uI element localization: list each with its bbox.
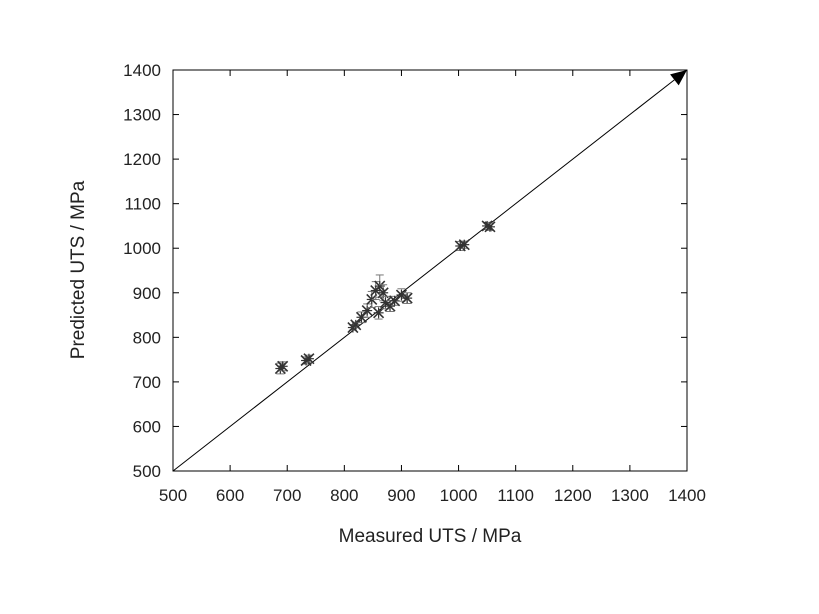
data-point — [458, 239, 470, 251]
x-tick-label: 1200 — [554, 486, 592, 505]
data-point — [277, 360, 289, 372]
data-point — [350, 319, 362, 331]
x-tick-label: 1300 — [611, 486, 649, 505]
identity-line-arrowhead — [670, 70, 687, 86]
y-tick-label: 900 — [133, 284, 161, 303]
axis-ticks — [172, 69, 688, 472]
y-tick-label: 700 — [133, 373, 161, 392]
x-tick-label: 700 — [273, 486, 301, 505]
x-tick-label: 1100 — [497, 486, 534, 505]
x-tick-label: 1000 — [440, 486, 478, 505]
y-tick-label: 1300 — [123, 106, 161, 125]
axis-tick-labels: 500 600 700 800 900 1000 1100 1200 1300 1400 500 60… — [123, 61, 706, 505]
data-point — [303, 353, 315, 365]
x-tick-label: 500 — [159, 486, 187, 505]
data-point — [484, 221, 496, 233]
data-point — [373, 306, 385, 320]
y-tick-label: 1200 — [123, 150, 161, 169]
identity-line — [172, 79, 675, 472]
y-tick-label: 1100 — [124, 195, 161, 214]
y-tick-label: 1400 — [123, 61, 161, 80]
y-tick-label: 600 — [133, 417, 161, 436]
data-point — [401, 292, 413, 304]
y-axis-title: Predicted UTS / MPa — [68, 180, 89, 359]
x-tick-label: 900 — [387, 486, 415, 505]
y-tick-label: 500 — [133, 462, 161, 481]
plot-frame — [172, 69, 688, 472]
data-points — [274, 220, 496, 375]
x-axis-title: Measured UTS / MPa — [339, 526, 522, 547]
x-tick-label: 800 — [330, 486, 358, 505]
x-tick-label: 1400 — [668, 486, 706, 505]
x-tick-label: 600 — [216, 486, 244, 505]
y-tick-label: 1000 — [123, 239, 161, 258]
y-tick-label: 800 — [133, 328, 161, 347]
